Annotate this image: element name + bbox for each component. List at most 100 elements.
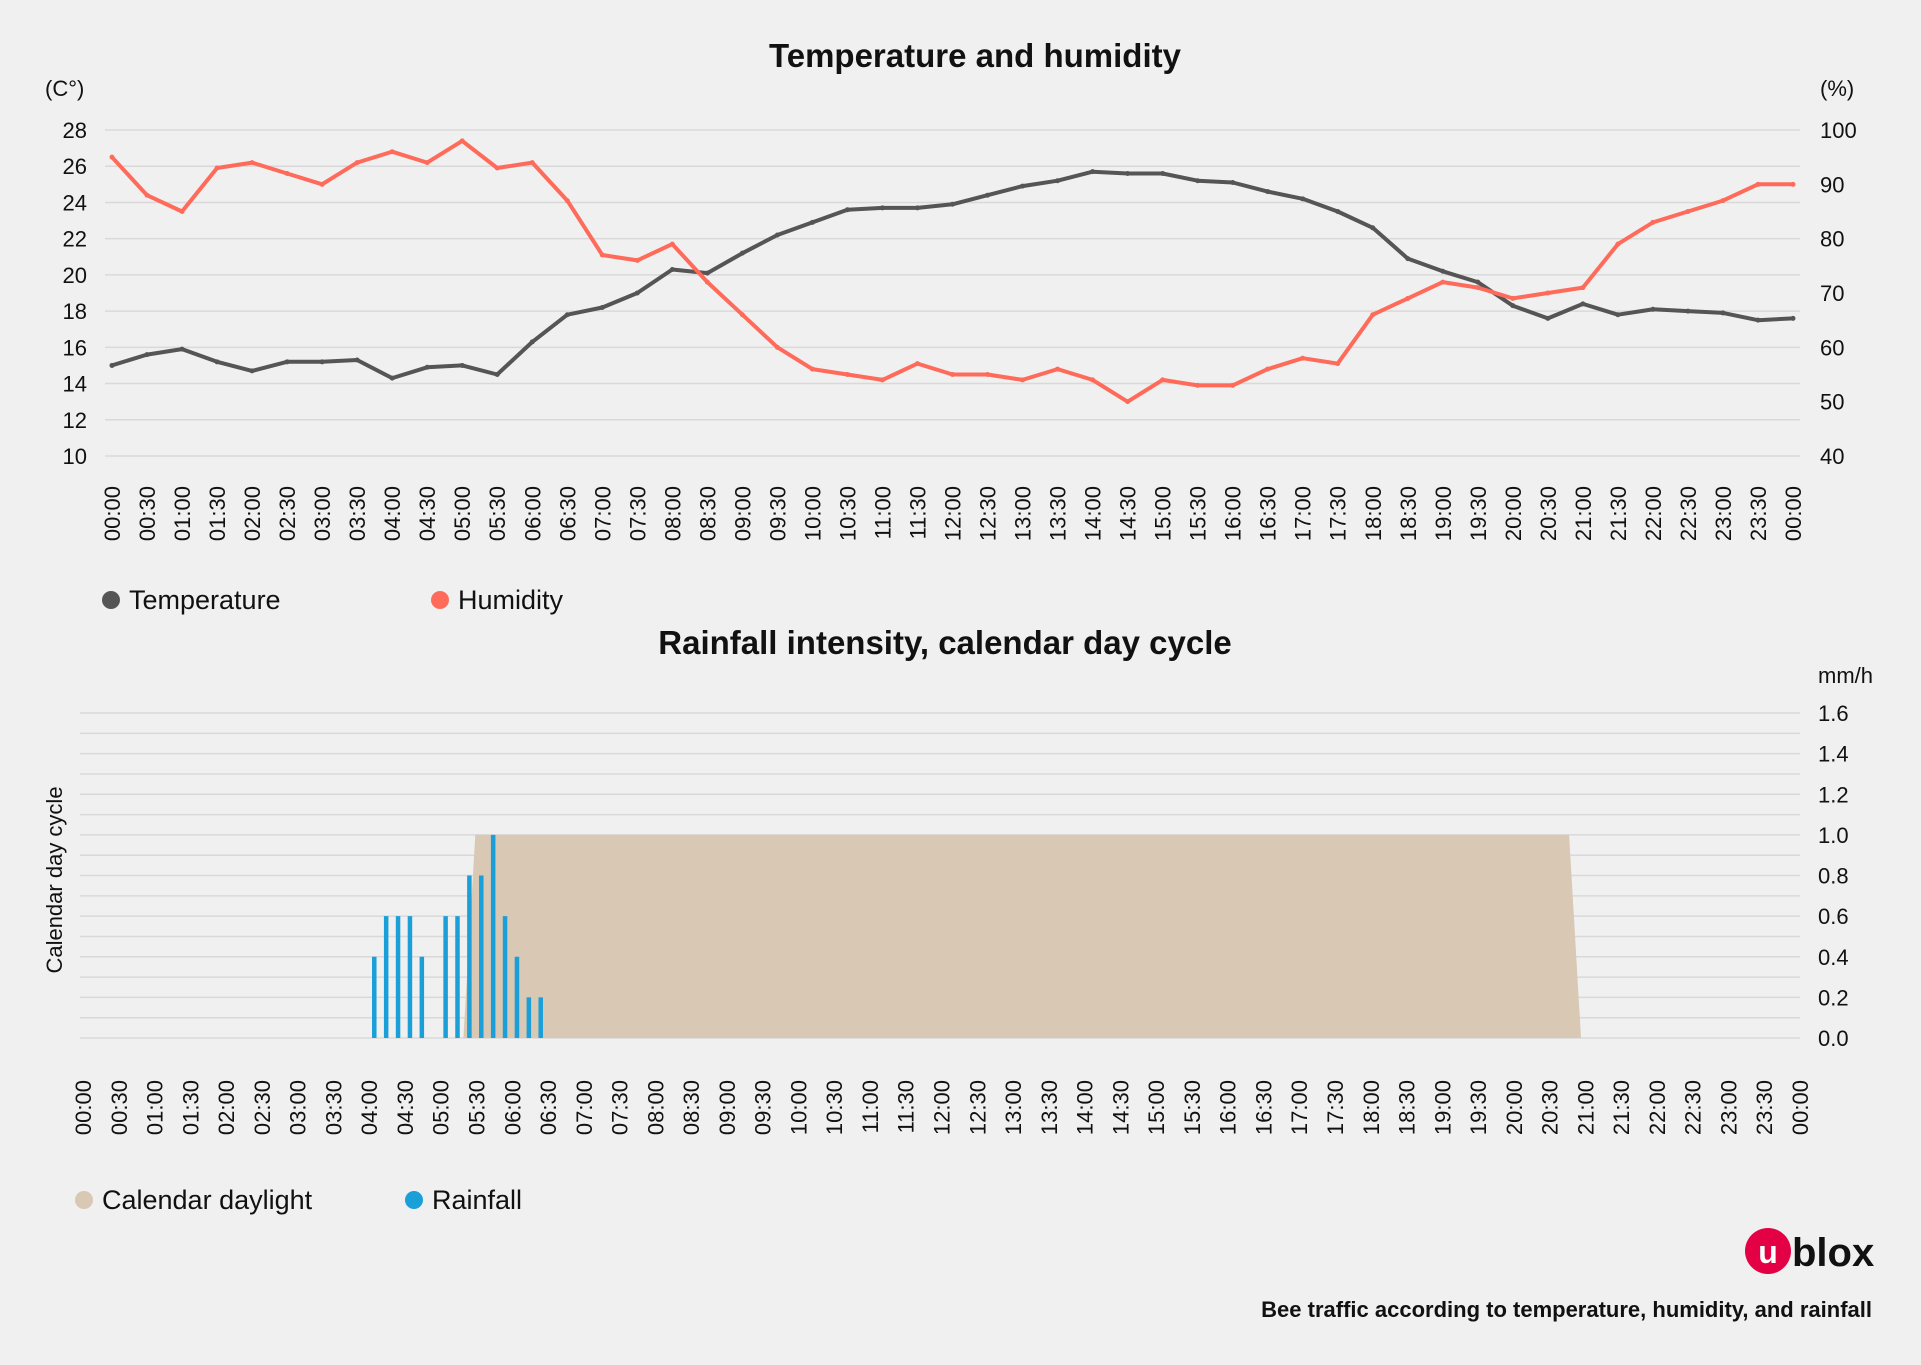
top-left-tick-label: 14 bbox=[63, 372, 87, 397]
humidity-point bbox=[1335, 361, 1341, 367]
rainfall-bar bbox=[479, 875, 484, 1038]
temperature-point bbox=[1545, 315, 1551, 321]
temperature-point bbox=[529, 339, 535, 345]
left-axis-unit-celsius: (C°) bbox=[45, 76, 84, 101]
humidity-point bbox=[529, 160, 535, 166]
humidity-point bbox=[879, 377, 885, 383]
humidity-point bbox=[1265, 366, 1271, 372]
temperature-point bbox=[1090, 169, 1096, 175]
bottom-x-tick-label: 03:30 bbox=[321, 1080, 346, 1135]
temperature-point bbox=[1440, 268, 1446, 274]
bottom-legend: Calendar daylight Rainfall bbox=[75, 1185, 522, 1215]
humidity-point bbox=[599, 252, 605, 258]
bottom-x-tick-label: 01:30 bbox=[178, 1080, 203, 1135]
temperature-point bbox=[179, 346, 185, 352]
rainfall-bar bbox=[395, 916, 401, 1038]
top-left-tick-label: 12 bbox=[63, 408, 87, 433]
top-x-tick-label: 02:30 bbox=[275, 486, 300, 541]
legend-humidity-label: Humidity bbox=[458, 585, 564, 615]
bottom-x-tick-label: 12:00 bbox=[930, 1080, 955, 1135]
rainfall-bar bbox=[443, 916, 448, 1038]
temperature-point bbox=[1265, 189, 1271, 195]
temperature-point bbox=[1405, 256, 1411, 262]
ublox-logo: u blox bbox=[1745, 1228, 1874, 1275]
bottom-x-tick-label: 14:00 bbox=[1073, 1080, 1098, 1135]
bottom-x-tick-label: 06:00 bbox=[500, 1080, 525, 1135]
bottom-x-tick-label: 15:00 bbox=[1144, 1080, 1169, 1135]
top-right-tick-label: 100 bbox=[1820, 118, 1857, 143]
bottom-x-tick-label: 11:00 bbox=[858, 1080, 883, 1133]
top-right-tick-label: 40 bbox=[1820, 444, 1844, 469]
temperature-point bbox=[1300, 196, 1306, 202]
temperature-point bbox=[1685, 308, 1691, 314]
rainfall-bar bbox=[526, 997, 532, 1038]
humidity-point bbox=[1160, 377, 1166, 383]
bottom-x-tick-label: 04:30 bbox=[393, 1080, 418, 1135]
humidity-point bbox=[1685, 209, 1691, 214]
temperature-point bbox=[1370, 225, 1376, 231]
top-x-tick-label: 00:30 bbox=[135, 486, 160, 541]
top-chart-grid bbox=[105, 129, 1800, 457]
bottom-right-tick-labels: 1.6 1.4 1.2 1.0 0.8 0.6 0.4 0.2 0.0 bbox=[1818, 701, 1849, 1051]
humidity-point bbox=[914, 361, 920, 367]
humidity-point bbox=[109, 154, 115, 160]
temperature-point bbox=[284, 359, 290, 365]
temperature-point bbox=[109, 362, 115, 368]
temperature-point bbox=[424, 364, 430, 370]
temperature-point bbox=[494, 372, 500, 377]
humidity-point bbox=[1020, 377, 1026, 383]
top-x-tick-label: 00:00 bbox=[100, 486, 125, 541]
humidity-point bbox=[1195, 382, 1201, 388]
humidity-point bbox=[1125, 399, 1131, 405]
top-x-tick-labels: 00:00 00:30 01:00 01:30 02:00 02:30 03:00 03:30… bbox=[100, 486, 1806, 541]
top-right-tick-label: 80 bbox=[1820, 227, 1844, 252]
top-x-tick-label: 02:00 bbox=[240, 486, 265, 541]
humidity-point bbox=[1055, 366, 1061, 372]
bottom-x-tick-label: 06:30 bbox=[536, 1080, 561, 1135]
bottom-x-tick-label: 03:00 bbox=[286, 1080, 311, 1135]
temperature-point bbox=[1160, 170, 1166, 176]
temperature-point bbox=[739, 250, 745, 256]
temperature-point bbox=[914, 205, 920, 211]
rainfall-bar bbox=[514, 956, 520, 1038]
top-x-tick-label: 16:00 bbox=[1221, 486, 1246, 541]
humidity-point bbox=[1440, 279, 1446, 285]
top-x-tick-label: 06:00 bbox=[520, 486, 545, 541]
top-left-tick-label: 10 bbox=[63, 444, 87, 469]
top-x-tick-label: 13:00 bbox=[1011, 486, 1036, 541]
temperature-point bbox=[354, 357, 360, 363]
top-x-tick-label: 08:30 bbox=[695, 486, 720, 541]
bottom-x-tick-label: 14:30 bbox=[1108, 1080, 1133, 1135]
humidity-point bbox=[774, 344, 780, 350]
footer-caption: Bee traffic according to temperature, hu… bbox=[1261, 1297, 1872, 1322]
top-left-tick-labels: 28 26 24 22 20 18 16 14 12 10 bbox=[63, 118, 87, 469]
top-x-tick-label: 21:30 bbox=[1606, 486, 1631, 541]
legend-temperature-marker bbox=[102, 591, 120, 609]
humidity-point bbox=[950, 372, 955, 377]
top-x-tick-label: 11:00 bbox=[870, 486, 895, 539]
rainfall-bar bbox=[407, 916, 413, 1038]
left-axis-label-calendar-day-cycle: Calendar day cycle bbox=[42, 786, 67, 973]
top-x-tick-label: 01:30 bbox=[205, 486, 230, 541]
bottom-x-tick-label: 18:30 bbox=[1395, 1080, 1420, 1135]
bottom-x-tick-label: 23:00 bbox=[1716, 1080, 1741, 1135]
legend-daylight-label: Calendar daylight bbox=[102, 1185, 313, 1215]
humidity-point bbox=[319, 181, 325, 187]
top-x-tick-label: 07:30 bbox=[625, 486, 650, 541]
bottom-x-tick-label: 00:00 bbox=[71, 1080, 96, 1135]
top-x-tick-label: 04:30 bbox=[415, 486, 440, 541]
bottom-x-tick-label: 10:30 bbox=[822, 1080, 847, 1135]
temperature-point bbox=[1195, 178, 1201, 184]
temperature-point bbox=[564, 312, 570, 318]
top-x-tick-label: 22:30 bbox=[1676, 486, 1701, 541]
temperature-point bbox=[1720, 310, 1726, 316]
top-x-tick-label: 21:00 bbox=[1571, 486, 1596, 541]
rainfall-bar bbox=[502, 916, 508, 1038]
humidity-point bbox=[1790, 181, 1796, 187]
rainfall-bar bbox=[455, 916, 460, 1038]
humidity-point bbox=[1615, 241, 1621, 247]
top-left-tick-label: 20 bbox=[63, 263, 87, 288]
temperature-point bbox=[1510, 303, 1516, 309]
top-x-tick-label: 07:00 bbox=[590, 486, 615, 541]
